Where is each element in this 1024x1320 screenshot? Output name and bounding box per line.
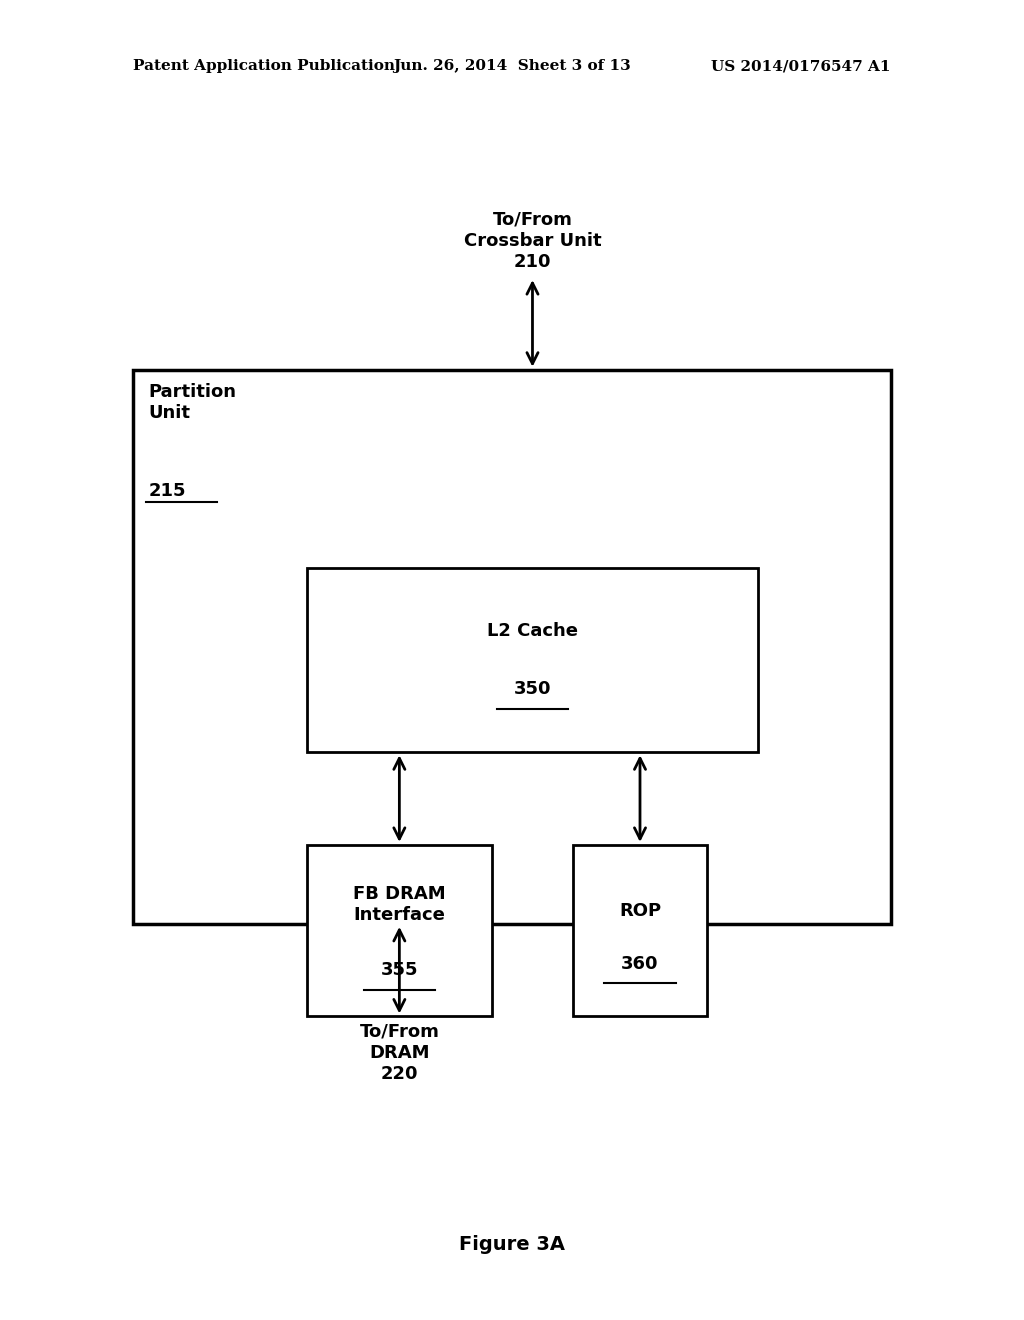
Text: L2 Cache: L2 Cache (487, 622, 578, 640)
Text: US 2014/0176547 A1: US 2014/0176547 A1 (712, 59, 891, 74)
Text: 360: 360 (622, 954, 658, 973)
Text: 215: 215 (148, 482, 186, 500)
Text: FB DRAM
Interface: FB DRAM Interface (353, 884, 445, 924)
Text: Figure 3A: Figure 3A (459, 1236, 565, 1254)
FancyBboxPatch shape (573, 845, 707, 1016)
Text: To/From
Crossbar Unit
210: To/From Crossbar Unit 210 (464, 211, 601, 271)
Text: Patent Application Publication: Patent Application Publication (133, 59, 395, 74)
FancyBboxPatch shape (307, 845, 492, 1016)
Text: To/From
DRAM
220: To/From DRAM 220 (359, 1023, 439, 1082)
Text: Jun. 26, 2014  Sheet 3 of 13: Jun. 26, 2014 Sheet 3 of 13 (393, 59, 631, 74)
FancyBboxPatch shape (133, 370, 891, 924)
FancyBboxPatch shape (307, 568, 758, 752)
Text: Partition
Unit: Partition Unit (148, 383, 237, 421)
Text: 350: 350 (514, 680, 551, 698)
Text: 355: 355 (381, 961, 418, 979)
Text: ROP: ROP (618, 902, 662, 920)
